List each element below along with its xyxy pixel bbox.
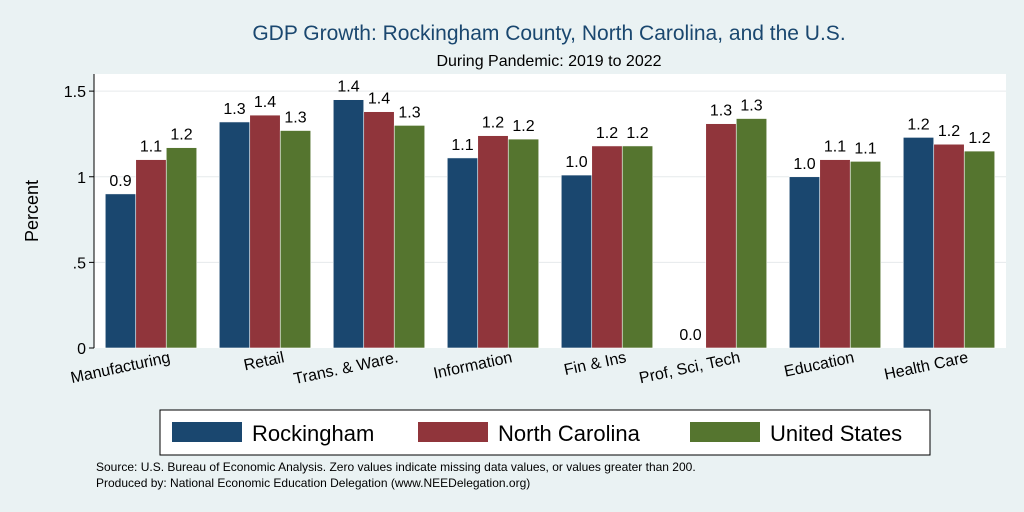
data-label: 1.1 xyxy=(140,139,162,156)
y-tick-label: 1.5 xyxy=(64,84,86,101)
bar xyxy=(165,147,198,349)
y-tick-label: 0 xyxy=(77,341,86,358)
chart-title: GDP Growth: Rockingham County, North Car… xyxy=(252,22,845,45)
data-label: 1.2 xyxy=(482,115,504,132)
bar xyxy=(332,99,365,349)
data-label: 1.4 xyxy=(337,79,359,96)
bar xyxy=(735,118,768,349)
y-tick-label: 1 xyxy=(77,170,86,187)
bar xyxy=(902,137,935,349)
legend-swatch xyxy=(172,422,242,442)
bar xyxy=(933,143,965,349)
data-label: 0.0 xyxy=(679,327,701,344)
bar xyxy=(788,176,821,349)
bars xyxy=(104,99,996,349)
data-label: 1.3 xyxy=(223,101,245,118)
bar xyxy=(446,157,479,349)
data-label: 1.2 xyxy=(907,116,929,133)
data-label: 1.0 xyxy=(793,156,815,173)
bar-labels: 0.9 1.1 1.2 1.3 1.4 1.3 1.4 1.4 1.3 1.1 1.2 1.2 1.0 1… xyxy=(109,79,990,344)
legend-label: Rockingham xyxy=(252,421,374,446)
x-tick-label: Prof, Sci, Tech xyxy=(638,349,742,387)
x-tick-label: Information xyxy=(432,349,514,382)
bar xyxy=(849,161,882,349)
y-axis-ticks: 0 .5 1 1.5 xyxy=(64,84,94,358)
bar xyxy=(135,159,167,349)
produced-by-note: Produced by: National Economic Education… xyxy=(96,476,531,490)
bar xyxy=(218,121,251,349)
x-axis-tick-labels: Manufacturing Retail Trans. & Ware. Informa… xyxy=(69,349,970,388)
data-label: 1.3 xyxy=(284,110,306,127)
y-axis-label: Percent xyxy=(22,180,42,242)
bar xyxy=(477,135,509,349)
bar xyxy=(705,123,737,349)
bar xyxy=(507,138,540,349)
data-label: 1.0 xyxy=(565,154,587,171)
data-label: 1.3 xyxy=(740,98,762,115)
data-label: 1.2 xyxy=(626,125,648,142)
legend-label: United States xyxy=(770,421,902,446)
data-label: 1.1 xyxy=(854,140,876,157)
data-label: 1.4 xyxy=(368,91,390,108)
bar xyxy=(621,145,654,349)
x-tick-label: Trans. & Ware. xyxy=(292,349,400,388)
bar xyxy=(819,159,851,349)
chart-subtitle: During Pandemic: 2019 to 2022 xyxy=(436,53,661,70)
bar xyxy=(363,111,395,349)
legend-swatch xyxy=(418,422,488,442)
bar xyxy=(249,114,281,349)
bar xyxy=(279,130,312,349)
data-label: 1.1 xyxy=(824,139,846,156)
bar xyxy=(560,174,593,349)
bar xyxy=(104,193,137,349)
data-label: 1.2 xyxy=(170,127,192,144)
bar xyxy=(963,150,996,349)
legend-swatch xyxy=(690,422,760,442)
legend-box xyxy=(159,409,931,456)
x-tick-label: Education xyxy=(783,349,856,380)
data-label: 1.4 xyxy=(254,94,276,111)
data-label: 1.2 xyxy=(938,123,960,140)
x-tick-label: Retail xyxy=(242,349,286,374)
x-tick-label: Fin & Ins xyxy=(563,349,628,379)
legend: Rockingham North Carolina United States xyxy=(159,409,931,456)
data-label: 1.3 xyxy=(710,103,732,120)
data-label: 1.1 xyxy=(451,137,473,154)
bar xyxy=(591,145,623,349)
x-tick-label: Health Care xyxy=(883,349,970,383)
bar xyxy=(393,125,426,349)
data-label: 1.3 xyxy=(398,104,420,121)
data-label: 1.2 xyxy=(512,118,534,135)
source-note: Source: U.S. Bureau of Economic Analysis… xyxy=(96,460,696,474)
legend-label: North Carolina xyxy=(498,421,641,446)
y-tick-label: .5 xyxy=(73,255,86,272)
data-label: 1.2 xyxy=(596,125,618,142)
data-label: 0.9 xyxy=(109,173,131,190)
data-label: 1.2 xyxy=(968,130,990,147)
